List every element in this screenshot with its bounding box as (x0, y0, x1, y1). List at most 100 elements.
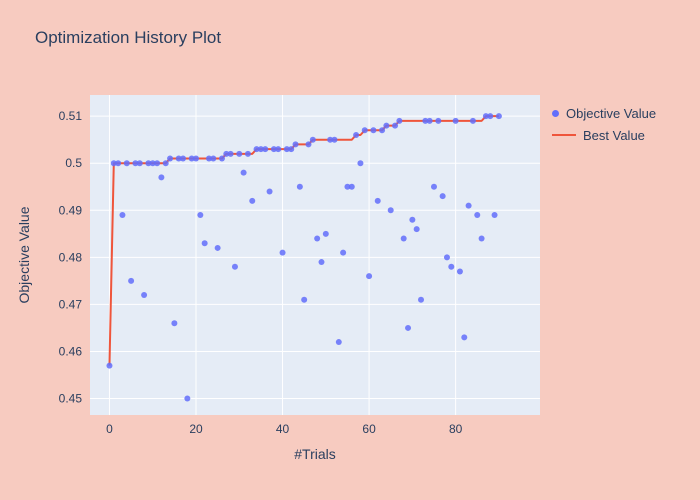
data-point[interactable] (227, 150, 234, 157)
data-point[interactable] (158, 174, 165, 181)
data-point[interactable] (115, 160, 122, 167)
data-point[interactable] (184, 395, 191, 402)
data-point[interactable] (379, 127, 386, 134)
data-point[interactable] (309, 136, 316, 143)
data-point[interactable] (322, 230, 329, 237)
data-point[interactable] (236, 150, 243, 157)
data-point[interactable] (443, 254, 450, 261)
data-point[interactable] (128, 277, 135, 284)
data-point[interactable] (335, 339, 342, 346)
data-point[interactable] (244, 150, 251, 157)
data-point[interactable] (405, 324, 412, 331)
data-point[interactable] (422, 117, 429, 124)
data-point[interactable] (197, 212, 204, 218)
data-point[interactable] (305, 141, 312, 148)
data-point[interactable] (392, 122, 399, 129)
data-point[interactable] (253, 146, 260, 153)
data-point[interactable] (193, 155, 200, 162)
data-point[interactable] (331, 136, 338, 143)
data-point[interactable] (491, 212, 498, 218)
data-point[interactable] (123, 160, 130, 167)
x-tick-label: 60 (362, 422, 376, 436)
data-point[interactable] (409, 216, 416, 223)
data-point[interactable] (478, 235, 485, 242)
data-point[interactable] (361, 127, 368, 134)
legend-label-objective: Objective Value (566, 105, 657, 121)
data-point[interactable] (435, 117, 442, 124)
data-point[interactable] (357, 160, 364, 167)
data-point[interactable] (301, 296, 308, 303)
data-point[interactable] (456, 268, 463, 275)
data-point[interactable] (249, 197, 256, 204)
data-point[interactable] (145, 160, 152, 167)
data-point[interactable] (418, 296, 425, 303)
data-point[interactable] (430, 183, 437, 190)
data-point[interactable] (426, 117, 433, 124)
data-point[interactable] (383, 122, 390, 129)
data-point[interactable] (275, 146, 282, 153)
data-point[interactable] (240, 169, 247, 176)
data-point[interactable] (223, 150, 230, 157)
data-point[interactable] (214, 244, 221, 251)
data-point[interactable] (171, 320, 178, 327)
data-point[interactable] (162, 160, 169, 167)
data-point[interactable] (495, 113, 502, 120)
data-point[interactable] (461, 334, 468, 341)
data-point[interactable] (132, 160, 139, 167)
x-tick-label: 80 (449, 422, 463, 436)
plot-area (90, 95, 540, 415)
data-point[interactable] (482, 113, 489, 120)
data-point[interactable] (119, 212, 126, 218)
x-axis-label: #Trials (294, 446, 336, 462)
data-point[interactable] (188, 155, 195, 162)
data-point[interactable] (141, 292, 148, 298)
data-point[interactable] (366, 273, 373, 280)
data-point[interactable] (314, 235, 321, 242)
data-point[interactable] (288, 146, 295, 153)
data-point[interactable] (257, 146, 264, 153)
data-point[interactable] (348, 183, 355, 190)
data-point[interactable] (106, 362, 113, 369)
data-point[interactable] (279, 249, 286, 256)
data-point[interactable] (452, 117, 459, 124)
data-point[interactable] (340, 249, 347, 256)
legend-item-best[interactable]: Best Value (552, 124, 656, 146)
y-tick-label: 0.48 (59, 250, 83, 264)
data-point[interactable] (344, 183, 351, 190)
data-point[interactable] (180, 155, 187, 162)
data-point[interactable] (270, 146, 277, 153)
data-point[interactable] (201, 240, 208, 247)
data-point[interactable] (448, 263, 455, 270)
data-point[interactable] (154, 160, 161, 167)
data-point[interactable] (413, 226, 420, 233)
data-point[interactable] (149, 160, 156, 167)
data-point[interactable] (110, 160, 117, 167)
data-point[interactable] (469, 117, 476, 124)
data-point[interactable] (396, 117, 403, 124)
data-point[interactable] (136, 160, 143, 167)
data-point[interactable] (262, 146, 269, 153)
data-point[interactable] (231, 263, 238, 270)
data-point[interactable] (292, 141, 299, 148)
data-point[interactable] (296, 183, 303, 190)
data-point[interactable] (439, 193, 446, 200)
data-point[interactable] (205, 155, 212, 162)
data-point[interactable] (474, 212, 481, 218)
data-point[interactable] (167, 155, 174, 162)
data-point[interactable] (374, 197, 381, 204)
legend-item-objective[interactable]: Objective Value (552, 102, 656, 124)
data-point[interactable] (487, 113, 494, 120)
data-point[interactable] (327, 136, 334, 143)
data-point[interactable] (353, 132, 360, 138)
data-point[interactable] (465, 202, 472, 209)
data-point[interactable] (175, 155, 182, 162)
data-point[interactable] (218, 155, 225, 162)
data-point[interactable] (283, 146, 290, 153)
data-point[interactable] (400, 235, 407, 242)
data-point[interactable] (387, 207, 394, 214)
data-point[interactable] (266, 188, 273, 195)
data-point[interactable] (210, 155, 217, 162)
data-point[interactable] (318, 259, 325, 266)
data-point[interactable] (370, 127, 377, 134)
